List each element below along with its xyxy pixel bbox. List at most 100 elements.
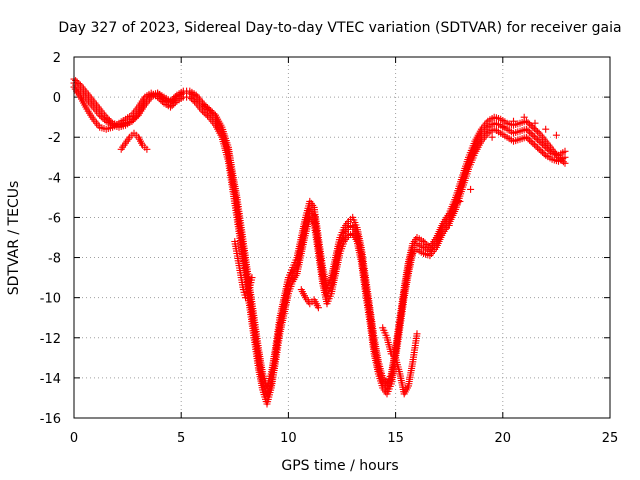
data-point-track-d xyxy=(248,274,256,282)
data-point-track-c xyxy=(200,103,208,111)
data-point-track-b xyxy=(535,145,543,153)
data-point-track-c xyxy=(527,130,535,138)
data-point-track-b xyxy=(524,135,532,143)
data-point-track-a xyxy=(529,123,537,131)
data-point-track-c xyxy=(540,142,548,150)
data-point-track-b xyxy=(539,148,546,156)
data-point-track-b xyxy=(200,109,208,117)
data-point-track-d xyxy=(143,145,151,153)
chart-title: Day 327 of 2023, Sidereal Day-to-day VTE… xyxy=(58,20,621,36)
data-point-track-a xyxy=(526,120,534,128)
y-tick-label: -10 xyxy=(40,292,61,307)
data-point-track-b xyxy=(202,110,210,118)
data-point-track-c xyxy=(157,92,165,100)
data-point-track-c xyxy=(543,145,551,153)
data-point-track-c xyxy=(167,99,174,107)
data-point-track-c xyxy=(171,95,179,103)
data-point-track-b xyxy=(540,150,548,158)
data-point-track-d xyxy=(499,123,507,131)
data-point-track-c xyxy=(539,140,546,148)
data-point-track-c xyxy=(97,113,105,121)
data-point-track-a xyxy=(527,122,535,130)
data-point-track-a xyxy=(530,125,538,133)
data-point-track-c xyxy=(204,106,211,114)
x-axis-label: GPS time / hours xyxy=(281,458,398,474)
data-point-track-c xyxy=(155,91,163,99)
data-point-track-d xyxy=(552,131,560,139)
data-point-track-d xyxy=(413,330,421,338)
data-point-track-c xyxy=(532,134,540,142)
data-point-track-b xyxy=(530,141,538,149)
y-tick-label: 2 xyxy=(53,51,61,66)
x-tick-label: 5 xyxy=(177,431,185,446)
data-point-track-b xyxy=(522,133,530,141)
y-tick-labels: 2 0 -2 -4 -6 -8 -10 -12 -14 -16 xyxy=(40,51,61,427)
data-point-track-b xyxy=(529,139,537,147)
y-tick-label: -2 xyxy=(48,131,61,146)
data-point-track-a xyxy=(421,239,429,247)
data-point-track-c xyxy=(537,139,545,147)
data-point-track-d xyxy=(456,197,464,205)
data-point-track-d xyxy=(445,222,453,229)
x-tick-label: 15 xyxy=(387,431,404,446)
data-point-track-c xyxy=(529,131,537,139)
plot-frame xyxy=(73,56,611,419)
data-point-track-a xyxy=(532,126,540,134)
data-point-track-d xyxy=(467,185,475,193)
data-point-track-b xyxy=(189,96,197,104)
y-tick-label: -6 xyxy=(48,211,61,226)
x-tick-label: 10 xyxy=(280,431,297,446)
y-tick-label: -4 xyxy=(48,171,61,186)
data-points xyxy=(70,75,569,408)
data-point-track-c xyxy=(542,143,550,151)
y-tick-label: -12 xyxy=(40,332,61,347)
data-point-track-c xyxy=(101,116,109,124)
data-point-track-a xyxy=(423,241,431,248)
data-point-track-c xyxy=(96,111,104,119)
data-point-track-b xyxy=(526,136,534,144)
data-point-track-d xyxy=(510,117,517,125)
data-point-track-b xyxy=(199,107,207,115)
data-point-track-c xyxy=(526,128,534,136)
data-point-track-c xyxy=(154,89,162,97)
data-point-track-c xyxy=(522,125,530,133)
data-point-track-c xyxy=(158,94,166,102)
data-point-track-c xyxy=(524,127,532,135)
data-point-track-a xyxy=(561,159,569,167)
data-point-track-c xyxy=(199,101,207,109)
data-point-track-d xyxy=(531,119,539,127)
x-tick-label: 25 xyxy=(602,431,619,446)
y-tick-label: 0 xyxy=(53,91,61,106)
x-tick-labels: 0 5 10 15 20 25 xyxy=(70,431,618,446)
data-point-track-c xyxy=(535,137,543,145)
data-point-track-a xyxy=(524,119,532,127)
data-point-track-b xyxy=(537,147,545,155)
data-point-track-d xyxy=(520,113,528,121)
data-point-track-c xyxy=(530,133,538,141)
data-point-track-b xyxy=(534,144,542,152)
y-tick-label: -14 xyxy=(40,372,61,387)
data-point-track-c xyxy=(561,147,569,155)
data-point-track-c xyxy=(545,146,553,154)
data-point-track-a xyxy=(522,117,530,125)
data-point-track-c xyxy=(202,104,210,112)
data-point-track-c xyxy=(99,114,107,122)
data-point-track-c xyxy=(534,136,542,144)
y-tick-label: -16 xyxy=(40,412,61,427)
data-point-track-b xyxy=(532,142,540,150)
data-point-track-d xyxy=(542,125,550,133)
data-point-track-c xyxy=(168,98,176,106)
data-point-track-c xyxy=(170,96,178,104)
y-tick-label: -8 xyxy=(48,252,61,267)
y-axis-label: SDTVAR / TECUs xyxy=(6,181,22,296)
data-point-track-d xyxy=(314,304,322,312)
data-point-track-d xyxy=(435,234,442,241)
data-point-track-a xyxy=(534,128,542,136)
data-point-track-d xyxy=(488,133,496,141)
data-point-track-b xyxy=(561,153,569,161)
x-tick-label: 0 xyxy=(70,431,78,446)
x-tick-label: 20 xyxy=(495,431,512,446)
data-point-track-b xyxy=(527,138,535,146)
data-point-track-c xyxy=(547,148,554,156)
